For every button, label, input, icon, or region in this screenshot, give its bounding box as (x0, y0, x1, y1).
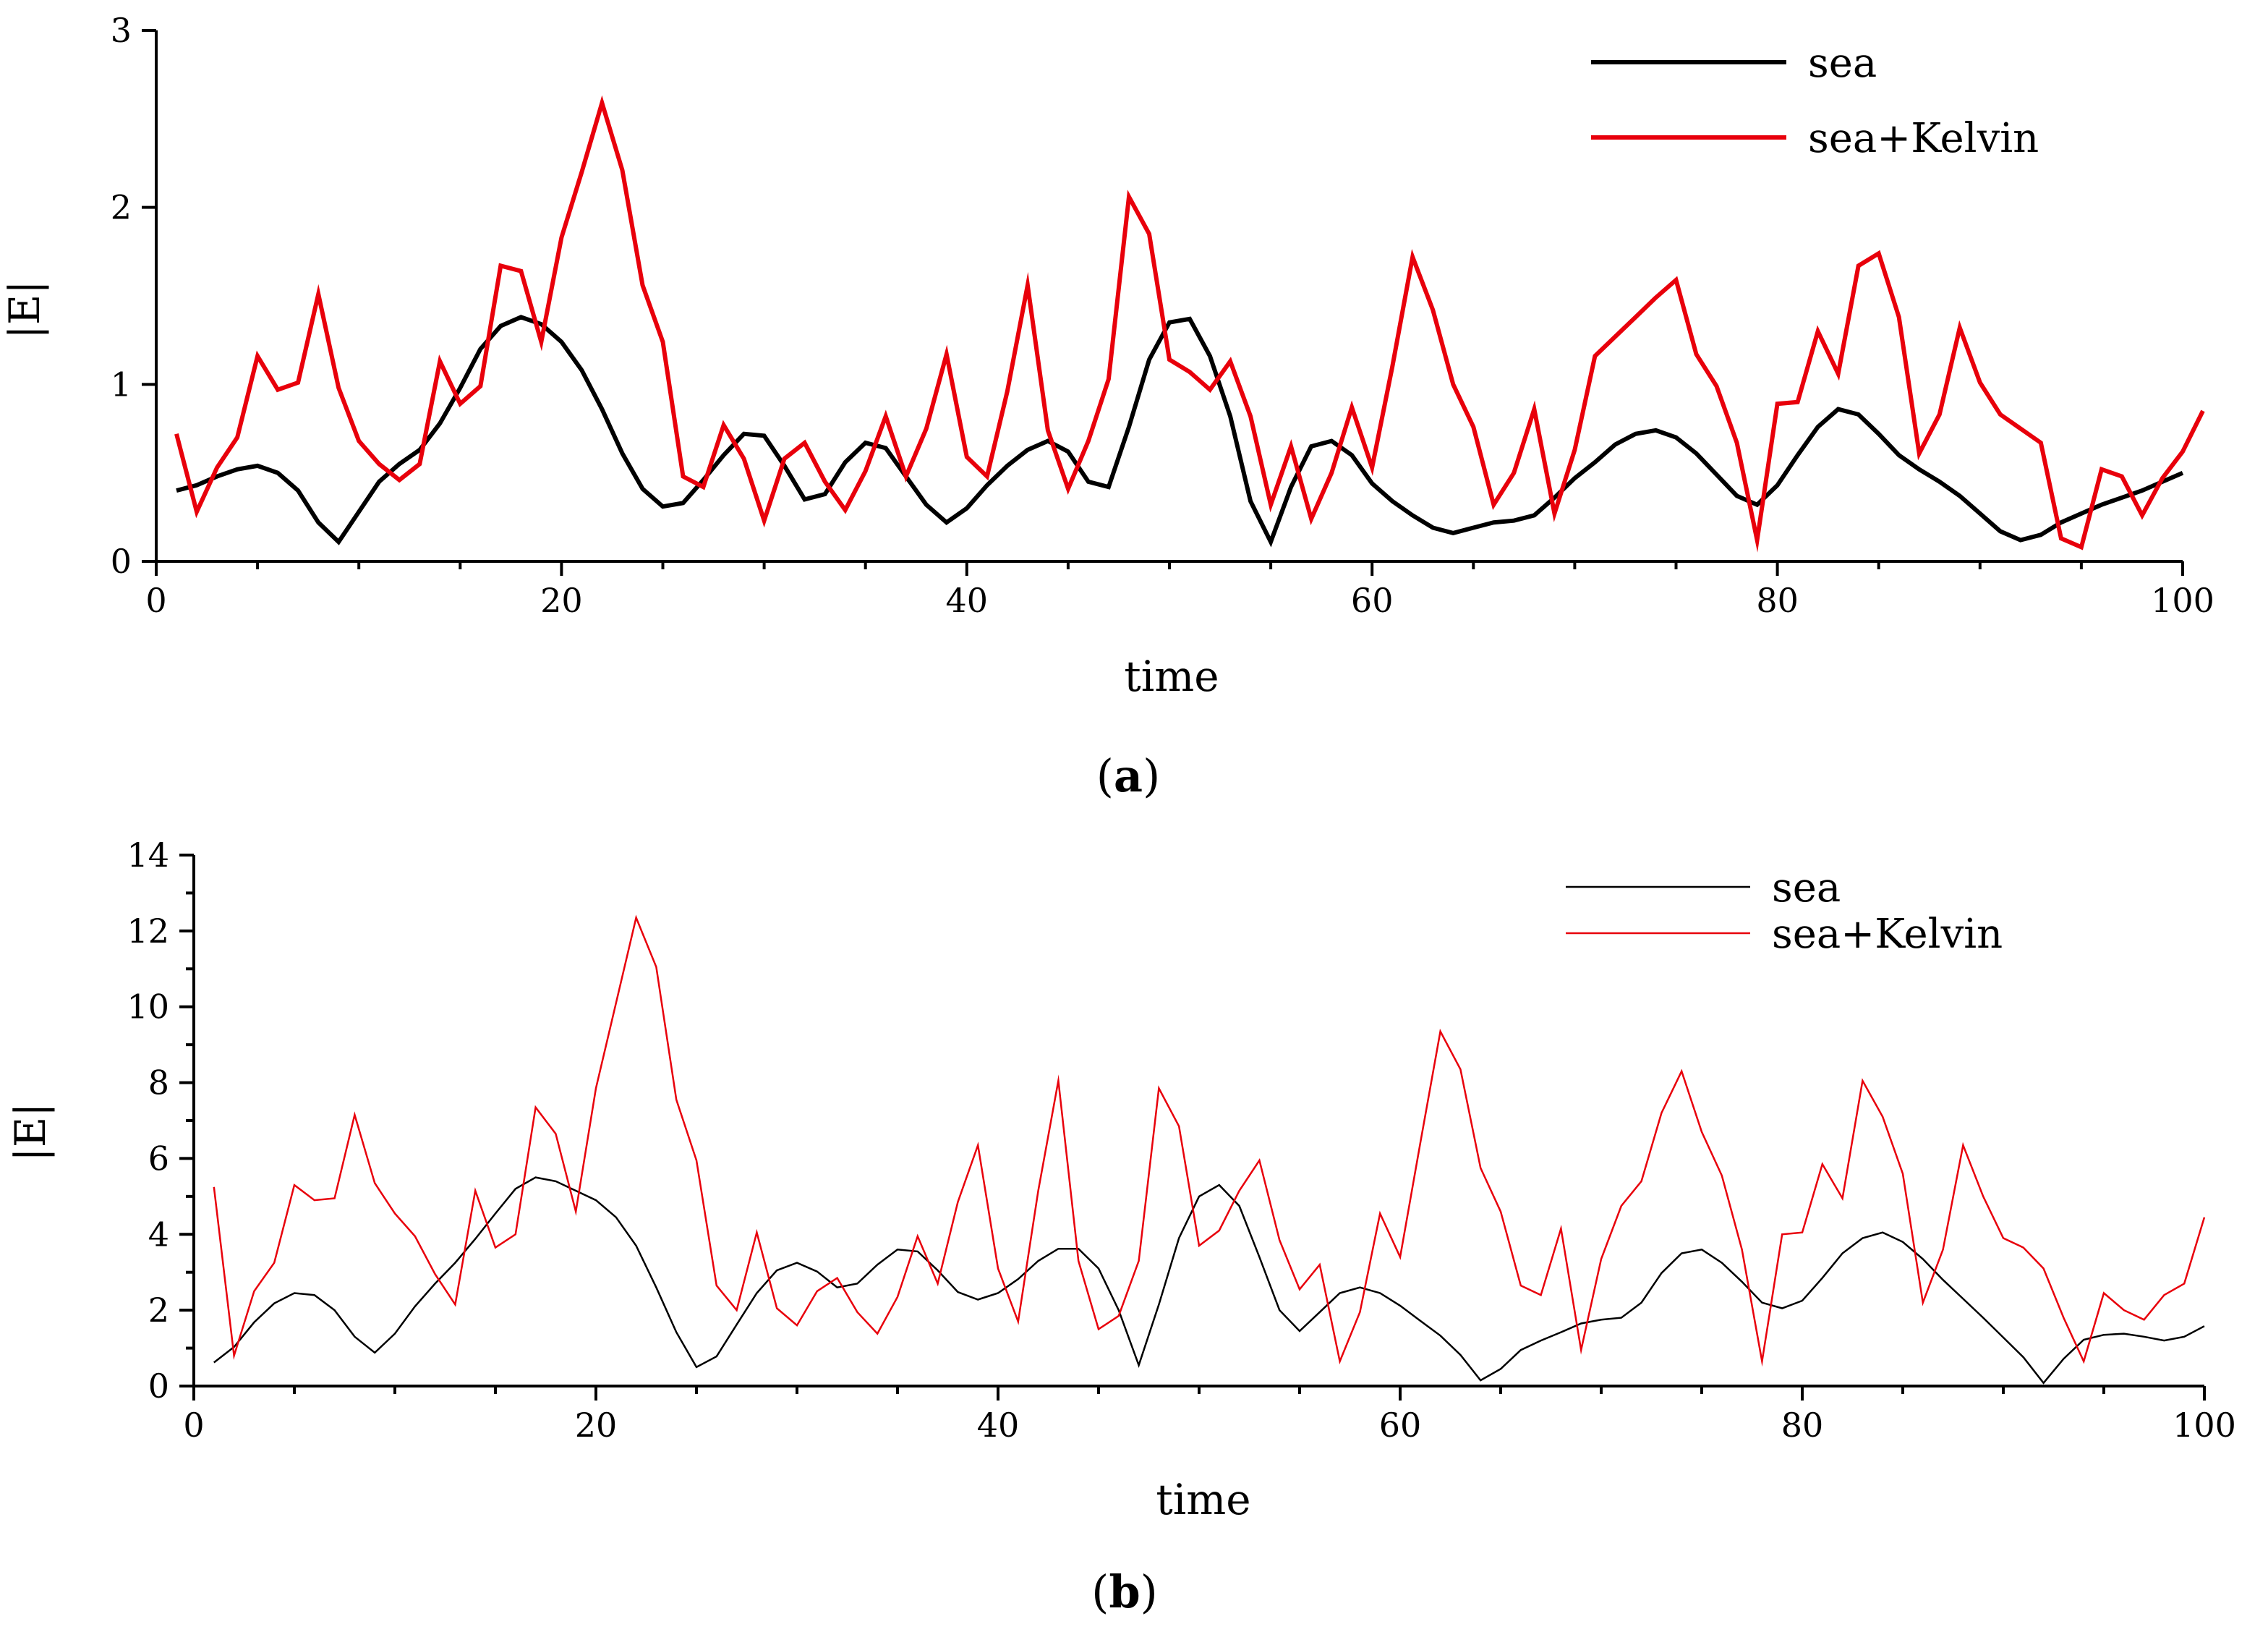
chart-b-y-tick-label: 10 (127, 987, 169, 1027)
legend-b-label-sea-kelvin: sea+Kelvin (1772, 911, 2003, 958)
chart-b-legend: sea sea+Kelvin (1566, 864, 2003, 958)
chart-a-x-tick-label: 20 (540, 581, 583, 620)
caption-a: (a) (1096, 749, 1161, 802)
chart-b-xlabel: time (1156, 1475, 1250, 1524)
chart-panel-a: 0 20 40 60 80 100 0 1 2 3 |E| time sea sea+Kelvin… (0, 11, 2214, 802)
chart-b-x-tick-label: 80 (1781, 1406, 1824, 1445)
chart-b-x-tick-label: 40 (977, 1406, 1020, 1445)
chart-a-y-tick-label: 2 (111, 188, 132, 227)
caption-b: (b) (1091, 1565, 1158, 1618)
chart-a-x-tick-label: 40 (946, 581, 989, 620)
chart-b-x-tick-label: 0 (183, 1406, 204, 1445)
chart-b-x-tick-label: 100 (2173, 1406, 2236, 1445)
chart-panel-b: 0 20 40 60 80 100 0 2 4 6 8 10 12 14 |E| time sea sea… (6, 836, 2236, 1618)
chart-b-series-sea-kelvin (213, 914, 2206, 1367)
chart-a-xlabel: time (1124, 652, 1219, 701)
chart-b-y-tick-label: 4 (148, 1215, 169, 1254)
chart-b-ylabel: |E| (6, 1102, 55, 1161)
chart-b-y-tick-label: 12 (127, 911, 169, 951)
chart-b-y-tick-label: 6 (148, 1139, 169, 1178)
chart-b-y-tick-label: 2 (148, 1291, 169, 1330)
chart-a-series-sea (176, 315, 2184, 548)
chart-b-x-tick-label: 20 (575, 1406, 618, 1445)
chart-b-y-tick-label: 14 (127, 836, 169, 875)
chart-a-plot-area: 0 20 40 60 80 100 0 1 2 3 (111, 11, 2214, 620)
chart-a-y-tick-label: 1 (111, 365, 132, 404)
chart-a-legend: sea sea+Kelvin (1591, 40, 2039, 162)
chart-b-y-tick-label: 0 (148, 1367, 169, 1406)
chart-b-series-sea (213, 1176, 2205, 1385)
legend-a-label-sea-kelvin: sea+Kelvin (1808, 115, 2039, 162)
chart-a-y-tick-label: 0 (111, 542, 132, 581)
chart-a-ylabel: |E| (0, 280, 49, 339)
chart-b-plot-area: 0 20 40 60 80 100 0 2 4 6 8 10 12 14 (127, 836, 2235, 1445)
chart-a-x-tick-label: 60 (1351, 581, 1394, 620)
caption-b-letter: b (1109, 1565, 1140, 1618)
chart-a-x-tick-label: 0 (145, 581, 166, 620)
chart-b-x-tick-label: 60 (1379, 1406, 1422, 1445)
chart-a-series-sea-kelvin (174, 95, 2205, 553)
chart-a-y-tick-label: 3 (111, 11, 132, 50)
legend-b-label-sea: sea (1772, 864, 1841, 911)
legend-a-label-sea: sea (1808, 40, 1877, 87)
chart-a-x-tick-label: 80 (1756, 581, 1799, 620)
caption-a-letter: a (1114, 749, 1143, 802)
chart-b-y-tick-label: 8 (148, 1063, 169, 1102)
chart-a-x-tick-label: 100 (2151, 581, 2214, 620)
